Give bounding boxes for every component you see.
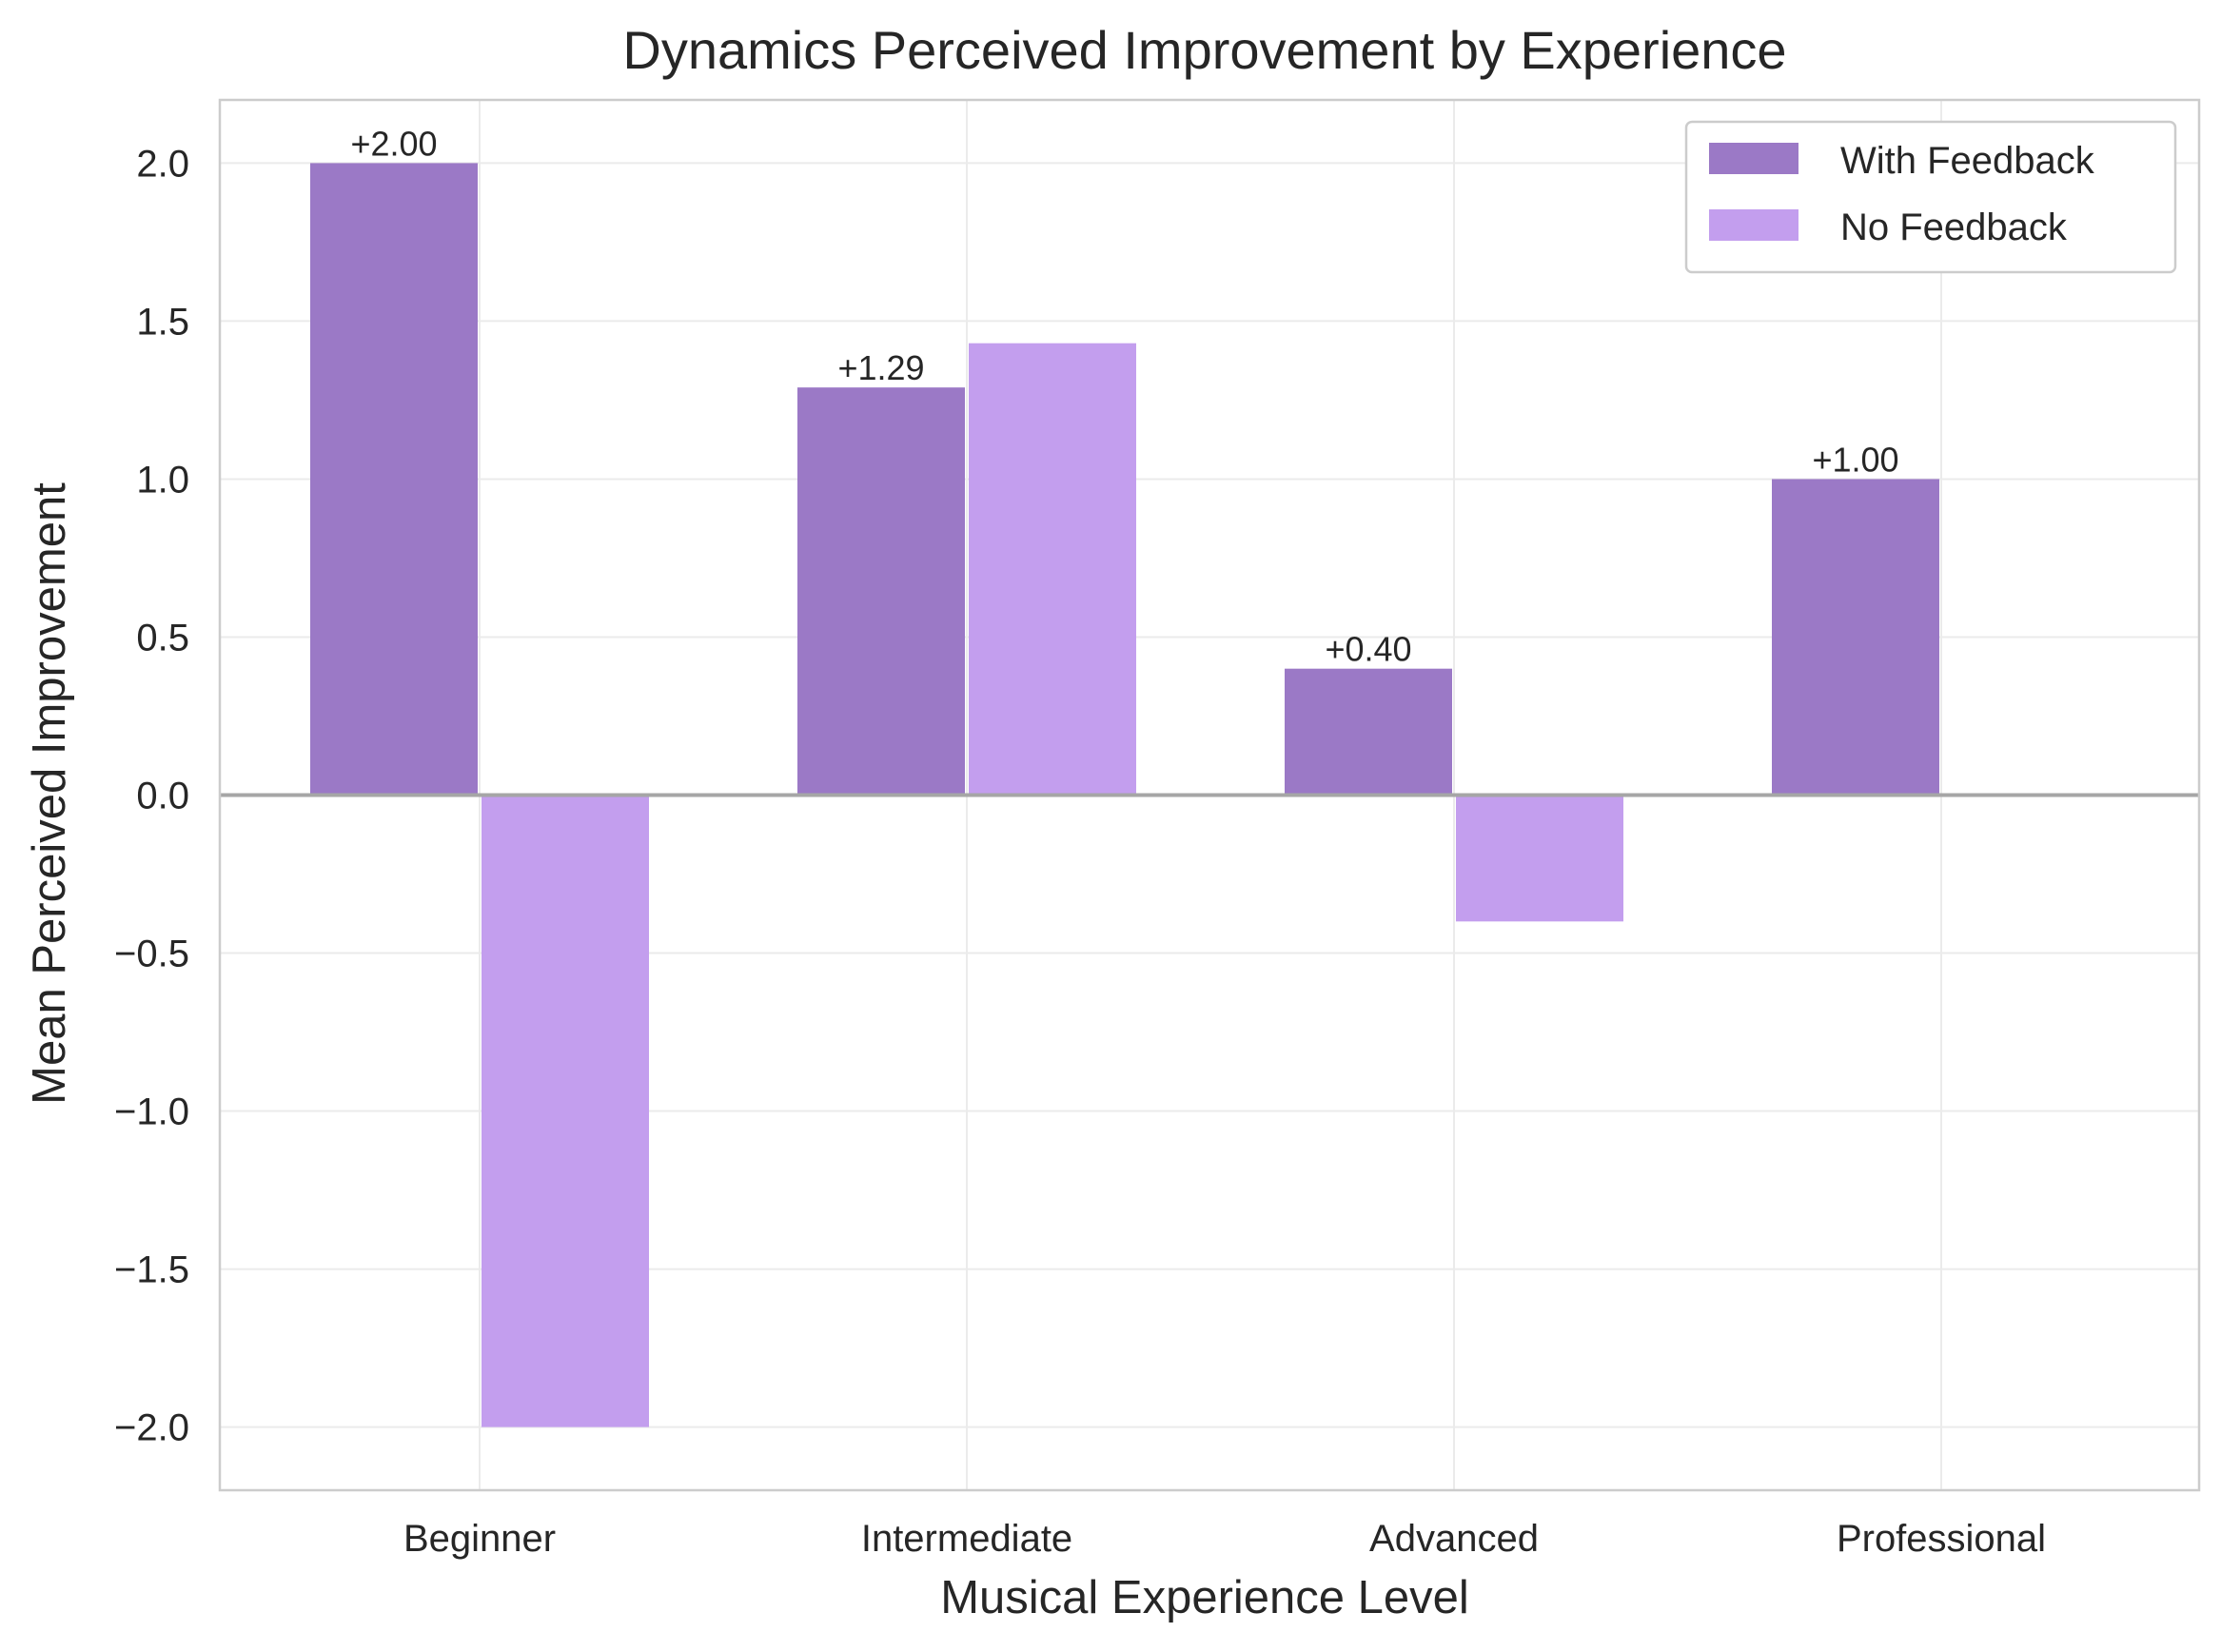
bar-value-label: +1.00 (1812, 440, 1898, 479)
bars (310, 163, 1939, 1427)
bar-value-labels: +2.00 +1.29 +0.40 +1.00 (350, 124, 1898, 668)
y-axis-ticks: 2.0 1.5 1.0 0.5 0.0 −0.5 −1.0 −1.5 −2.0 (114, 143, 189, 1448)
y-tick-label: −2.0 (114, 1407, 189, 1449)
bar-with-feedback-intermediate (797, 387, 965, 796)
bar-no-feedback-advanced (1456, 795, 1623, 922)
bar-with-feedback-professional (1772, 479, 1939, 796)
y-tick-label: 0.0 (136, 776, 189, 817)
y-axis-title: Mean Perceived Improvement (24, 482, 75, 1105)
y-tick-label: 0.5 (136, 617, 189, 659)
x-tick-label: Professional (1837, 1518, 2046, 1560)
bar-with-feedback-beginner (310, 163, 478, 796)
y-tick-label: 2.0 (136, 143, 189, 185)
y-tick-label: −1.0 (114, 1092, 189, 1133)
y-tick-label: 1.0 (136, 459, 189, 501)
chart-title: Dynamics Perceived Improvement by Experi… (622, 20, 1786, 80)
x-tick-label: Advanced (1369, 1518, 1539, 1560)
legend-swatch-with-feedback (1709, 143, 1798, 174)
bar-value-label: +0.40 (1325, 630, 1411, 669)
legend: With Feedback No Feedback (1684, 120, 2177, 274)
plot-frame (218, 98, 2201, 1492)
x-axis-title: Musical Experience Level (940, 1572, 1469, 1623)
y-tick-label: 1.5 (136, 301, 189, 343)
x-tick-label: Intermediate (861, 1518, 1072, 1560)
bar-value-label: +1.29 (837, 348, 924, 387)
x-tick-label: Beginner (403, 1518, 556, 1560)
bar-with-feedback-advanced (1285, 668, 1452, 796)
legend-label-no-feedback: No Feedback (1840, 206, 2068, 248)
legend-label-with-feedback: With Feedback (1840, 140, 2095, 182)
x-axis-ticks: Beginner Intermediate Advanced Professional (403, 1518, 2046, 1560)
bar-value-label: +2.00 (350, 124, 437, 163)
bar-no-feedback-intermediate (969, 343, 1136, 796)
legend-box (1684, 120, 2177, 274)
legend-swatch-no-feedback (1709, 209, 1798, 241)
y-tick-label: −0.5 (114, 934, 189, 975)
bar-no-feedback-beginner (482, 795, 649, 1427)
y-tick-label: −1.5 (114, 1249, 189, 1291)
